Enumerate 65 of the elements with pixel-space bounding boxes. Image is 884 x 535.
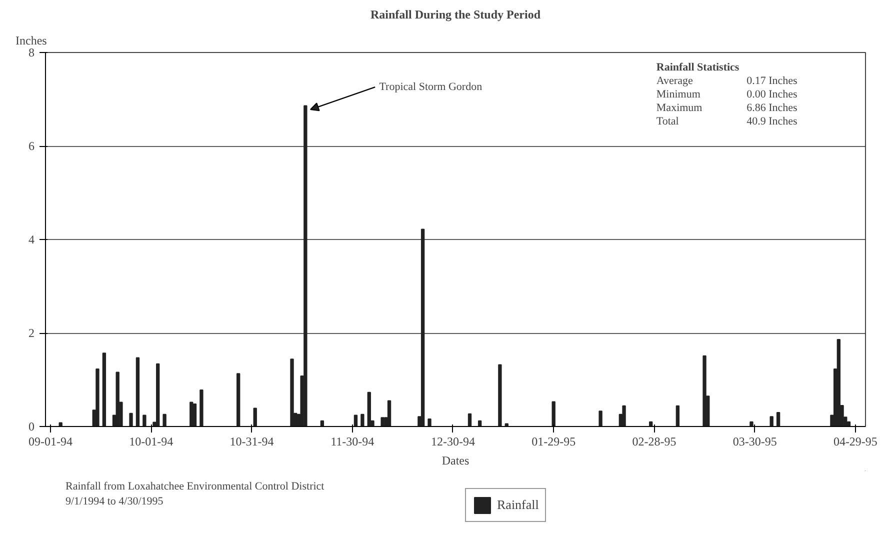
bar (552, 401, 556, 426)
bar (320, 420, 324, 426)
x-tick-label: 02-28-95 (632, 434, 676, 448)
bar (290, 358, 294, 426)
chart-title: Rainfall During the Study Period (370, 8, 541, 22)
annotation: 0.17 Inches (746, 74, 798, 87)
y-tick-label: 4 (28, 232, 34, 246)
bar (367, 392, 371, 426)
bar (702, 355, 706, 426)
bar (836, 339, 841, 426)
annotation: Maximum (656, 102, 703, 114)
bar (190, 402, 194, 426)
bar (162, 414, 166, 426)
annotation: 6.86 Inches (746, 102, 798, 114)
bar (770, 416, 774, 426)
bar (387, 400, 392, 426)
x-tick-label: 10-01-94 (129, 434, 174, 448)
bar (253, 408, 257, 426)
bar (360, 414, 364, 426)
y-tick-label: 6 (28, 139, 34, 153)
bar (504, 423, 508, 426)
bar (156, 363, 160, 426)
y-tick-label: 8 (28, 46, 34, 60)
x-tick-label: 09-01-94 (28, 434, 73, 448)
annotation: 0.00 Inches (746, 88, 798, 100)
annotation: Total (656, 115, 679, 128)
annotation: Tropical Storm Gordon (379, 81, 483, 94)
bar (354, 414, 358, 426)
x-tick-label: 01-29-95 (532, 434, 576, 448)
bar (676, 405, 680, 426)
text: 9/1/1994 to 4/30/1995 (66, 496, 164, 508)
bar (380, 417, 384, 426)
bar (498, 364, 502, 426)
bar (96, 368, 100, 426)
bar (468, 413, 472, 426)
x-tick-label: 12-30-94 (430, 434, 475, 448)
bar (192, 404, 197, 426)
y-tick-label: 0 (28, 420, 34, 434)
x-axis-title: Dates (442, 454, 470, 468)
bar (598, 410, 602, 426)
x-tick-label: 10-31-94 (230, 434, 274, 448)
annotation: Average (656, 74, 693, 87)
bar (420, 228, 425, 426)
bar (776, 412, 780, 426)
annotation: Minimum (656, 88, 701, 100)
bar (129, 412, 133, 426)
x-tick-label: 11-30-94 (330, 434, 374, 448)
bar (200, 390, 204, 426)
bar (622, 405, 626, 426)
bar (136, 357, 140, 426)
bar (102, 352, 106, 426)
x-tick-label: 04-29-95 (833, 434, 878, 448)
annotation: 40.9 Inches (746, 115, 798, 128)
x-tick-label: 03-30-95 (732, 434, 777, 448)
bar (304, 105, 308, 426)
annotation: Rainfall Statistics (656, 61, 740, 74)
bar (142, 414, 146, 426)
bar (750, 421, 754, 426)
bar (478, 420, 482, 426)
bar (236, 373, 240, 426)
text: Rainfall from Loxahatchee Environmental Control District (66, 480, 324, 492)
y-axis-title: Inches (16, 34, 48, 48)
y-tick-label: 2 (28, 326, 34, 340)
bar (428, 418, 432, 426)
legend-label: Rainfall (497, 497, 539, 513)
